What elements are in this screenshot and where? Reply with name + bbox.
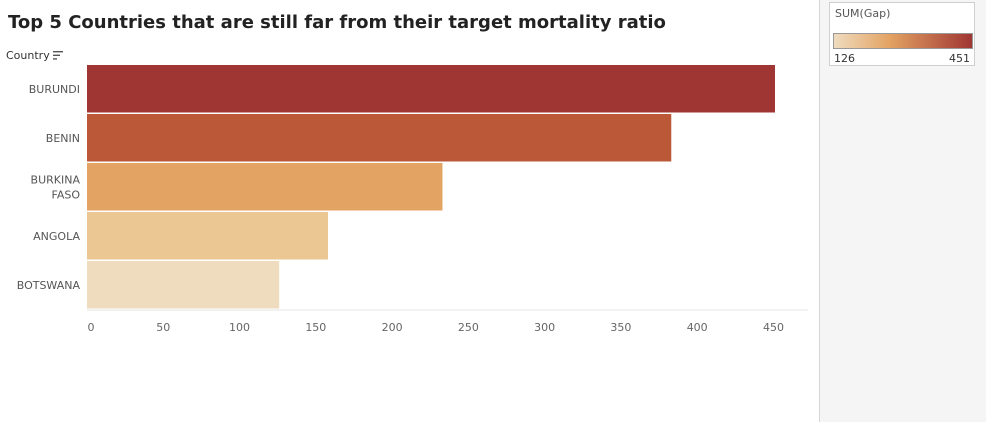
- legend-min-label: 126: [834, 52, 855, 65]
- chart-title: Top 5 Countries that are still far from …: [8, 12, 666, 33]
- bar-burkina-faso[interactable]: [87, 163, 443, 211]
- x-tick-label: 100: [229, 321, 250, 334]
- x-tick-label: 450: [763, 321, 784, 334]
- category-label: ANGOLA: [33, 230, 80, 243]
- country-field-header[interactable]: Country: [6, 49, 63, 62]
- x-tick-label: 50: [156, 321, 170, 334]
- bar-chart: BURUNDI BENIN BURKINA FASO ANGOLA BOTSWANA 0 50…: [17, 65, 808, 334]
- x-tick-label: 200: [382, 321, 403, 334]
- category-label: BURUNDI: [29, 83, 80, 96]
- color-legend[interactable]: SUM(Gap) 126 451: [829, 2, 975, 66]
- x-tick-label: 0: [88, 321, 95, 334]
- bar-burundi[interactable]: [87, 65, 775, 113]
- legend-title: SUM(Gap): [835, 7, 891, 20]
- sort-descending-icon[interactable]: [52, 51, 63, 60]
- x-tick-label: 300: [534, 321, 555, 334]
- x-tick-label: 400: [687, 321, 708, 334]
- category-label: BENIN: [46, 132, 80, 145]
- legend-max-label: 451: [949, 52, 970, 65]
- bar-botswana[interactable]: [87, 261, 280, 309]
- category-label: BURKINA FASO: [31, 173, 81, 201]
- x-tick-label: 350: [610, 321, 631, 334]
- category-label: BOTSWANA: [17, 279, 81, 292]
- bar-benin[interactable]: [87, 114, 672, 162]
- country-field-label: Country: [6, 49, 50, 62]
- legend-pane: SUM(Gap) 126 451: [819, 0, 986, 422]
- x-tick-label: 150: [305, 321, 326, 334]
- bar-angola[interactable]: [87, 212, 329, 260]
- legend-color-ramp: [833, 33, 973, 49]
- x-tick-label: 250: [458, 321, 479, 334]
